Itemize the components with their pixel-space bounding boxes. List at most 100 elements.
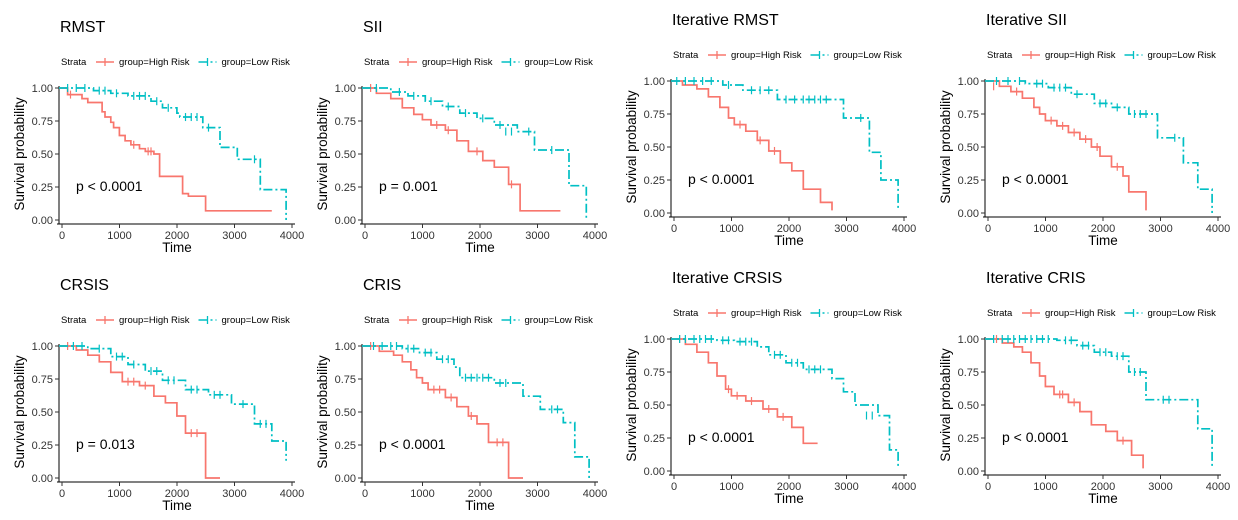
- legend-label: group=High Risk: [731, 308, 802, 319]
- y-tick-label: 0.00: [644, 466, 665, 478]
- km-curve: [671, 80, 833, 211]
- panel-title: CRIS: [363, 277, 401, 294]
- legend-label: group=Low Risk: [1148, 50, 1217, 61]
- legend-title: Strata: [61, 315, 87, 326]
- y-tick-label: 1.00: [32, 83, 53, 95]
- y-tick-label: 0.25: [958, 433, 979, 445]
- panel-title: SII: [363, 19, 383, 36]
- y-tick-label: 0.75: [644, 367, 665, 379]
- km-curve: [985, 80, 1213, 213]
- legend-key: [708, 51, 726, 59]
- y-tick-label: 0.50: [958, 142, 979, 154]
- y-tick-label: 0.25: [958, 175, 979, 187]
- x-axis-label: Time: [1088, 233, 1118, 248]
- y-tick-label: 0.25: [335, 182, 356, 194]
- y-tick-label: 0.50: [335, 149, 356, 161]
- x-tick-label: 3000: [525, 230, 549, 242]
- km-series: [671, 335, 818, 445]
- x-axis-label: Time: [162, 498, 192, 513]
- km-curve: [671, 338, 818, 445]
- x-tick-label: 4000: [583, 230, 607, 242]
- x-tick-label: 4000: [1206, 481, 1230, 493]
- legend-key: [501, 58, 520, 66]
- panel-title: Iterative CRSIS: [672, 270, 782, 287]
- y-tick-label: 0.00: [32, 473, 53, 485]
- y-tick-label: 0.50: [32, 149, 53, 161]
- x-tick-label: 0: [59, 230, 65, 242]
- x-tick-label: 0: [985, 481, 991, 493]
- legend-title: Strata: [364, 57, 390, 68]
- km-series: [59, 342, 220, 479]
- x-tick-label: 3000: [834, 223, 858, 235]
- x-tick-label: 1000: [1033, 481, 1057, 493]
- legend-title: Strata: [987, 50, 1013, 61]
- y-tick-label: 0.75: [335, 374, 356, 386]
- y-axis-label: Survival probability: [624, 348, 639, 462]
- x-tick-label: 1000: [410, 488, 434, 500]
- x-tick-label: 4000: [892, 481, 916, 493]
- legend-label: group=Low Risk: [525, 57, 594, 68]
- x-tick-label: 4000: [280, 488, 304, 500]
- km-series: [59, 87, 272, 212]
- x-tick-label: 2000: [777, 223, 801, 235]
- y-tick-label: 0.00: [958, 208, 979, 220]
- x-tick-label: 0: [362, 488, 368, 500]
- p-value: p < 0.0001: [1002, 429, 1069, 445]
- y-tick-label: 0.25: [32, 182, 53, 194]
- y-axis-label: Survival probability: [624, 90, 639, 204]
- legend-key: [1124, 309, 1143, 317]
- x-tick-label: 1000: [107, 488, 131, 500]
- y-axis-label: Survival probability: [938, 90, 953, 204]
- km-panel: Iterative CRSIS Strata group=High Risk grou…: [624, 270, 916, 506]
- x-tick-label: 0: [985, 223, 991, 235]
- legend-key: [1022, 51, 1040, 59]
- y-tick-label: 0.25: [335, 440, 356, 452]
- x-tick-label: 2000: [165, 230, 189, 242]
- y-tick-label: 0.50: [32, 407, 53, 419]
- y-tick-label: 1.00: [335, 83, 356, 95]
- y-axis-label: Survival probability: [12, 97, 27, 211]
- km-series: [985, 335, 1144, 469]
- x-tick-label: 2000: [165, 488, 189, 500]
- y-tick-label: 0.50: [958, 400, 979, 412]
- y-tick-label: 1.00: [958, 76, 979, 88]
- legend-key: [708, 309, 726, 317]
- legend-label: group=High Risk: [422, 315, 493, 326]
- legend-title: Strata: [61, 57, 87, 68]
- km-curve: [59, 87, 272, 212]
- y-tick-label: 0.00: [644, 208, 665, 220]
- km-curve: [671, 80, 899, 211]
- legend-label: group=High Risk: [1045, 50, 1116, 61]
- legend-key: [501, 316, 520, 324]
- km-series: [985, 77, 1213, 213]
- legend-label: group=High Risk: [422, 57, 493, 68]
- legend-label: group=Low Risk: [222, 315, 291, 326]
- y-tick-label: 0.50: [644, 400, 665, 412]
- legend-label: group=Low Risk: [222, 57, 291, 68]
- x-tick-label: 1000: [410, 230, 434, 242]
- x-tick-label: 1000: [1033, 223, 1057, 235]
- y-tick-label: 1.00: [644, 334, 665, 346]
- km-series: [671, 77, 899, 211]
- y-tick-label: 0.25: [644, 175, 665, 187]
- x-tick-label: 2000: [777, 481, 801, 493]
- p-value: p < 0.0001: [688, 171, 755, 187]
- y-tick-label: 0.00: [958, 466, 979, 478]
- y-tick-label: 1.00: [32, 341, 53, 353]
- panel-title: Iterative RMST: [672, 12, 779, 29]
- p-value: p = 0.001: [379, 178, 438, 194]
- x-tick-label: 0: [59, 488, 65, 500]
- y-tick-label: 0.25: [32, 440, 53, 452]
- y-tick-label: 0.00: [335, 473, 356, 485]
- km-series: [59, 84, 287, 220]
- legend-label: group=Low Risk: [1148, 308, 1217, 319]
- legend-title: Strata: [673, 308, 699, 319]
- legend-key: [399, 316, 417, 324]
- x-axis-label: Time: [774, 491, 804, 506]
- km-panel: Iterative SII Strata group=High Risk group=…: [938, 12, 1230, 248]
- x-tick-label: 2000: [1091, 223, 1115, 235]
- x-tick-label: 3000: [1148, 481, 1172, 493]
- y-tick-label: 0.75: [335, 116, 356, 128]
- km-curve: [362, 345, 523, 479]
- km-curve: [362, 87, 588, 220]
